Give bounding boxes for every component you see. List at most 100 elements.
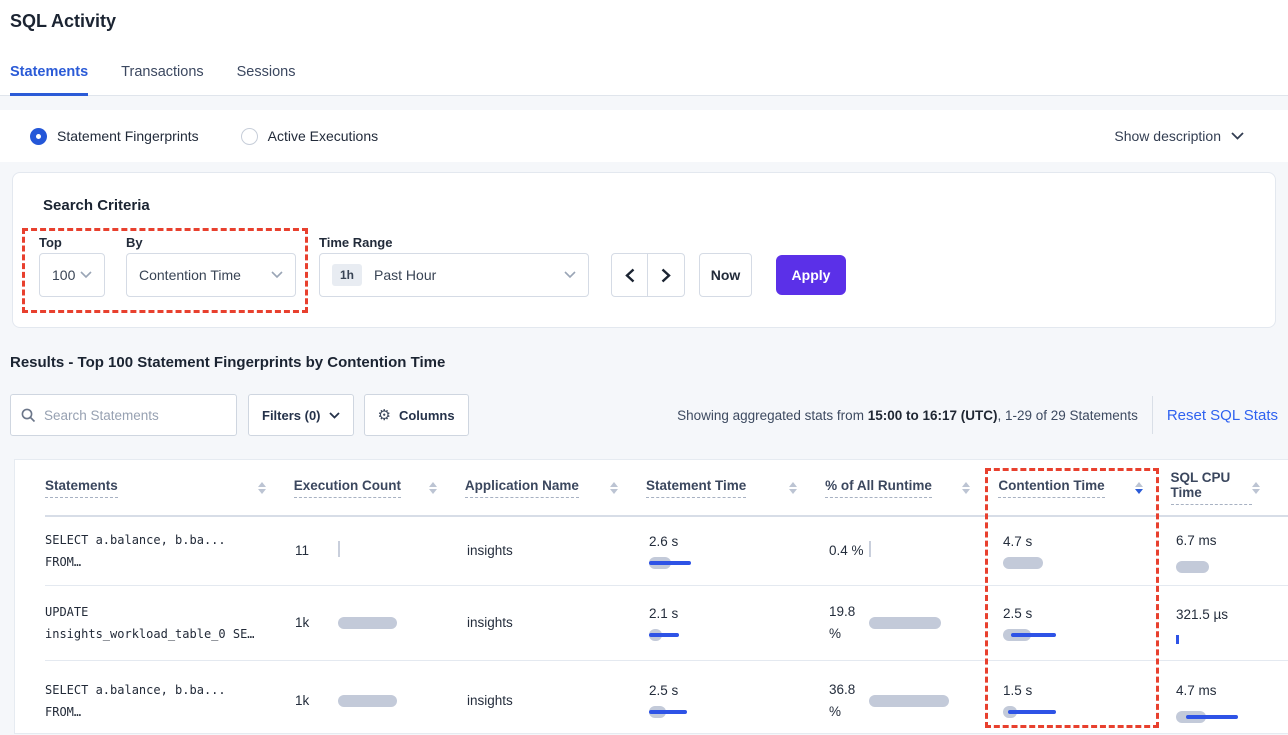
table-row: UPDATE insights_workload_table_0 SE… 1k ins… <box>45 586 1288 661</box>
sort-icon[interactable] <box>1134 481 1143 494</box>
column-header-label: Execution Count <box>293 478 401 498</box>
radio-statement-fingerprints[interactable]: Statement Fingerprints <box>30 127 199 145</box>
sort-desc-arrow <box>1252 488 1260 494</box>
radio-label: Statement Fingerprints <box>57 128 199 144</box>
blue-line-bar <box>649 710 687 714</box>
sort-desc-arrow <box>610 488 619 494</box>
bar-chart <box>1176 561 1288 573</box>
radio-active-executions[interactable]: Active Executions <box>240 127 378 145</box>
bar-wrap <box>1003 556 1043 569</box>
gray-bar <box>869 617 941 629</box>
cell-pct-runtime: 19.8 % <box>829 601 1003 645</box>
cell-application-name: insights <box>467 542 649 560</box>
apply-button[interactable]: Apply <box>776 255 846 295</box>
chevron-down-icon <box>564 271 576 279</box>
time-range-select[interactable]: 1h Past Hour <box>319 253 589 297</box>
tab-bar: Statements Transactions Sessions <box>10 64 328 96</box>
sort-icon[interactable] <box>257 481 266 494</box>
sort-icon[interactable] <box>789 481 798 494</box>
column-header-sql-cpu-time[interactable]: SQL CPU Time <box>1170 470 1288 505</box>
bar-chart <box>649 556 829 569</box>
app-header: SQL Activity Statements Transactions Ses… <box>0 0 1288 96</box>
cell-statement-time-value: 2.1 s <box>649 605 679 621</box>
bar-wrap <box>338 617 397 629</box>
statement-fingerprint-link[interactable]: SELECT a.balance, b.ba... FROM… <box>45 679 295 723</box>
search-criteria-title: Search Criteria <box>43 197 150 214</box>
tab-transactions[interactable]: Transactions <box>121 64 204 80</box>
bar-chart <box>649 706 829 718</box>
sort-icon[interactable] <box>962 481 971 494</box>
bar-chart <box>338 540 340 562</box>
tick-bar <box>869 540 871 557</box>
column-header-statements[interactable]: Statements <box>45 478 294 498</box>
statement-line: insights_workload_table_0 SE… <box>45 627 255 641</box>
statement-search-box[interactable] <box>10 394 237 436</box>
aggregated-stats-text: Showing aggregated stats from 15:00 to 1… <box>677 407 1138 423</box>
top-select[interactable]: 100 <box>39 253 105 297</box>
cell-application-name: insights <box>467 614 649 632</box>
filters-button[interactable]: Filters (0) <box>248 394 354 436</box>
time-range-badge: 1h <box>332 264 363 286</box>
search-criteria-card: Search Criteria Top 100 By Contention Ti… <box>12 172 1276 328</box>
chevron-left-icon <box>624 268 634 282</box>
column-header-label: SQL CPU Time <box>1170 470 1252 505</box>
cell-application-name: insights <box>467 692 649 710</box>
sort-icon[interactable] <box>1252 481 1260 494</box>
pct-runtime-value: 0.4 % <box>829 543 864 558</box>
sort-desc-arrow <box>962 488 971 494</box>
cell-statement-time: 2.1 s <box>649 606 829 641</box>
cell-contention-time-value: 1.5 s <box>1003 683 1033 698</box>
sort-icon[interactable] <box>610 481 619 494</box>
application-name-value: insights <box>467 543 513 558</box>
reset-sql-stats-link[interactable]: Reset SQL Stats <box>1166 406 1278 424</box>
bar-wrap <box>1003 706 1056 718</box>
bar-wrap <box>869 694 949 707</box>
by-select[interactable]: Contention Time <box>126 253 296 297</box>
cell-statement-time: 2.6 s <box>649 534 829 569</box>
chevron-down-icon <box>1231 132 1244 140</box>
gear-icon: ⚙ <box>377 407 391 424</box>
pct-runtime-value: 36.8 % <box>829 681 856 719</box>
statement-line: FROM… <box>45 704 82 719</box>
sort-desc-arrow <box>1134 488 1143 494</box>
statement-line: UPDATE <box>45 605 89 619</box>
by-label: By <box>126 235 143 250</box>
show-description-toggle[interactable]: Show description <box>1114 128 1244 144</box>
previous-time-button[interactable] <box>612 254 648 296</box>
bar-chart <box>649 628 829 641</box>
cell-contention-time: 2.5 s <box>1003 606 1176 641</box>
column-header-contention-time[interactable]: Contention Time <box>998 478 1170 498</box>
column-header-statement-time[interactable]: Statement Time <box>646 478 825 498</box>
table-row: SELECT a.balance, b.ba... FROM… 1k insights… <box>45 661 1288 733</box>
tab-statements[interactable]: Statements <box>10 64 89 96</box>
sort-icon[interactable] <box>428 481 437 494</box>
now-button[interactable]: Now <box>699 253 752 297</box>
column-header-label: Application Name <box>464 478 579 498</box>
cell-statement-time-value: 2.6 s <box>649 533 679 549</box>
bar-chart <box>1176 634 1288 644</box>
by-select-value: Contention Time <box>139 267 241 283</box>
cell-statement: UPDATE insights_workload_table_0 SE… <box>45 601 295 645</box>
next-time-button[interactable] <box>648 254 684 296</box>
column-header-label: Contention Time <box>998 478 1105 498</box>
bar-chart <box>869 540 871 562</box>
column-header-application-name[interactable]: Application Name <box>464 478 646 498</box>
blue-tick-bar <box>1176 634 1179 644</box>
blue-line-bar <box>1008 710 1056 714</box>
table-header-row: Statements Execution Count Application Nam… <box>45 460 1288 517</box>
sort-asc-arrow <box>257 481 266 487</box>
column-header-label: Statement Time <box>646 478 747 498</box>
statement-fingerprint-link[interactable]: UPDATE insights_workload_table_0 SE… <box>45 601 295 645</box>
column-header-label: % of All Runtime <box>825 478 932 498</box>
statement-fingerprint-link[interactable]: SELECT a.balance, b.ba... FROM… <box>45 529 295 573</box>
chevron-down-icon <box>328 411 340 419</box>
time-range-value: Past Hour <box>374 267 437 283</box>
cell-contention-time-value: 4.7 s <box>1003 533 1033 549</box>
column-header-execution-count[interactable]: Execution Count <box>293 478 465 498</box>
column-header-pct-of-all-runtime[interactable]: % of All Runtime <box>825 478 998 498</box>
search-input[interactable] <box>44 407 226 423</box>
sort-asc-arrow <box>428 481 437 487</box>
tab-sessions[interactable]: Sessions <box>236 64 296 80</box>
columns-button[interactable]: ⚙ Columns <box>363 394 469 436</box>
